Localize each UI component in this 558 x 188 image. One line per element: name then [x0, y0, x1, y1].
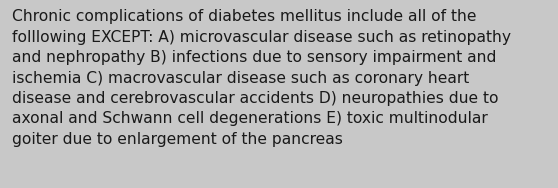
Text: Chronic complications of diabetes mellitus include all of the
folllowing EXCEPT:: Chronic complications of diabetes mellit… — [12, 9, 511, 147]
